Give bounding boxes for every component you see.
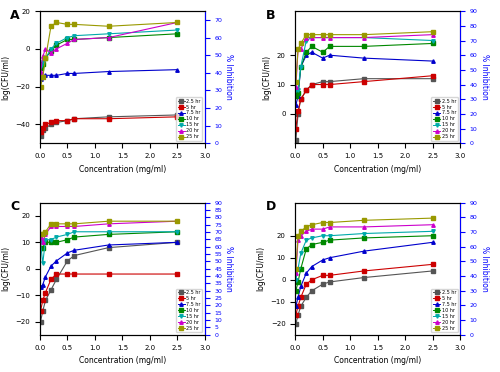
Y-axis label: log(CFU/ml): log(CFU/ml) bbox=[1, 55, 10, 100]
Y-axis label: % Inhibition: % Inhibition bbox=[224, 246, 234, 292]
X-axis label: Concentration (mg/ml): Concentration (mg/ml) bbox=[334, 356, 422, 365]
Legend: 2.5 hr, 5 hr, 7.5 hr, 10 hr, 15 hr, 20 hr, 25 hr: 2.5 hr, 5 hr, 7.5 hr, 10 hr, 15 hr, 20 h… bbox=[432, 97, 458, 141]
Text: D: D bbox=[266, 200, 276, 213]
Y-axis label: log(CFU/ml): log(CFU/ml) bbox=[262, 55, 271, 100]
Y-axis label: log(CFU/ml): log(CFU/ml) bbox=[256, 246, 265, 291]
X-axis label: Concentration (mg/ml): Concentration (mg/ml) bbox=[78, 356, 166, 365]
Y-axis label: % Inhibition: % Inhibition bbox=[480, 54, 488, 100]
Text: C: C bbox=[10, 200, 20, 213]
Legend: 2.5 hr, 5 hr, 7.5 hr, 10 hr, 15 hr, 20 hr, 25 hr: 2.5 hr, 5 hr, 7.5 hr, 10 hr, 15 hr, 20 h… bbox=[432, 289, 458, 332]
Text: A: A bbox=[10, 9, 20, 22]
Y-axis label: log(CFU/ml): log(CFU/ml) bbox=[1, 246, 10, 291]
Legend: 2.5 hr, 5 hr, 7.5 hr, 10 hr, 15 hr, 20 hr, 25 hr: 2.5 hr, 5 hr, 7.5 hr, 10 hr, 15 hr, 20 h… bbox=[176, 97, 203, 141]
X-axis label: Concentration (mg/ml): Concentration (mg/ml) bbox=[334, 164, 422, 173]
Y-axis label: % Inhibition: % Inhibition bbox=[480, 246, 488, 292]
Y-axis label: % Inhibition: % Inhibition bbox=[224, 54, 234, 100]
Text: B: B bbox=[266, 9, 275, 22]
X-axis label: Concentration (mg/ml): Concentration (mg/ml) bbox=[78, 164, 166, 173]
Legend: 2.5 hr, 5 hr, 7.5 hr, 10 hr, 15 hr, 20 hr, 25 hr: 2.5 hr, 5 hr, 7.5 hr, 10 hr, 15 hr, 20 h… bbox=[176, 289, 203, 332]
